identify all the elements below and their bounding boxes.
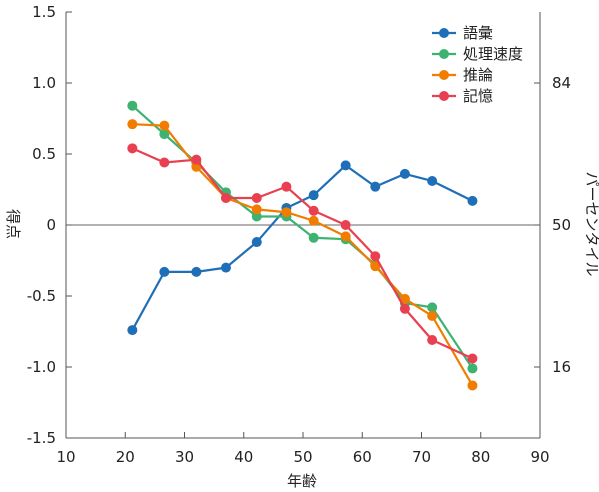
y-tick-label: -0.5 <box>27 287 56 305</box>
y2-axis-title: パーセンタイル <box>583 171 599 276</box>
y-tick-label: -1.5 <box>27 429 56 447</box>
data-point <box>251 211 262 222</box>
data-point <box>467 363 478 374</box>
x-tick-label: 90 <box>530 448 549 466</box>
data-point <box>127 119 138 130</box>
y-axis-title: 得点 <box>4 209 22 239</box>
y-tick-label: 0.5 <box>32 145 56 163</box>
data-point <box>251 193 262 204</box>
data-point <box>427 310 438 321</box>
legend-label: 語彙 <box>463 24 493 42</box>
data-point <box>467 195 478 206</box>
legend-marker <box>439 70 449 80</box>
data-point <box>251 204 262 215</box>
x-tick-label: 80 <box>471 448 490 466</box>
x-tick-label: 50 <box>293 448 312 466</box>
data-point <box>308 190 319 201</box>
x-tick-label: 20 <box>116 448 135 466</box>
data-point <box>191 266 202 277</box>
series-line <box>132 123 474 387</box>
data-point <box>467 353 478 364</box>
data-point <box>127 100 138 111</box>
series-1 <box>127 160 478 336</box>
legend-item: 記憶 <box>432 87 493 105</box>
legend-item: 語彙 <box>432 24 493 42</box>
data-point <box>370 181 381 192</box>
data-point <box>340 220 351 230</box>
data-point <box>340 231 351 242</box>
y-tick-label: 0 <box>46 216 56 234</box>
legend-marker <box>439 49 449 59</box>
y2-tick-label: 84 <box>552 74 571 92</box>
y-tick-label: 1.5 <box>32 3 56 21</box>
legend-item: 推論 <box>432 66 493 84</box>
y2-tick-label: 50 <box>552 216 571 234</box>
data-point <box>467 380 478 391</box>
x-tick-label: 60 <box>353 448 372 466</box>
data-point <box>370 251 381 262</box>
data-point <box>308 205 319 216</box>
legend-label: 推論 <box>463 66 493 84</box>
data-point <box>399 303 410 314</box>
series-4 <box>127 143 478 364</box>
data-point <box>159 129 170 140</box>
data-point <box>127 325 138 336</box>
axes: 1.5 1.0 0.5 0 -0.5 -1.0 -1.5 84 50 16 10 20 30 40 50 60… <box>27 3 571 466</box>
x-tick-label: 70 <box>412 448 431 466</box>
y-tick-label: -1.0 <box>27 358 56 376</box>
x-tick-label: 30 <box>175 448 194 466</box>
data-point <box>251 237 262 248</box>
legend-label: 記憶 <box>463 87 493 105</box>
series-line <box>131 147 473 360</box>
legend-item: 処理速度 <box>432 45 523 63</box>
data-point <box>127 143 138 154</box>
data-point <box>399 293 410 304</box>
data-point <box>281 181 292 192</box>
y-tick-label: 1.0 <box>32 74 56 92</box>
data-point <box>159 120 170 131</box>
x-axis-title: 年齢 <box>287 472 317 490</box>
data-point <box>159 266 170 277</box>
legend-marker <box>439 91 449 101</box>
data-point <box>159 157 170 168</box>
x-tick-label: 10 <box>56 448 75 466</box>
x-tick-label: 40 <box>234 448 253 466</box>
data-point <box>281 207 292 218</box>
data-point <box>427 302 438 313</box>
y2-tick-label: 16 <box>552 358 571 376</box>
data-point <box>340 160 351 171</box>
data-point <box>370 261 381 272</box>
data-point <box>308 215 319 226</box>
data-point <box>191 154 202 165</box>
series-3 <box>127 119 478 391</box>
legend-label: 処理速度 <box>463 45 523 63</box>
series-layer <box>127 100 478 391</box>
data-point <box>399 168 410 179</box>
legend-marker <box>439 28 449 38</box>
data-point <box>427 175 438 186</box>
data-point <box>308 232 319 243</box>
data-point <box>220 193 231 204</box>
data-point <box>220 262 231 273</box>
data-point <box>427 335 438 346</box>
